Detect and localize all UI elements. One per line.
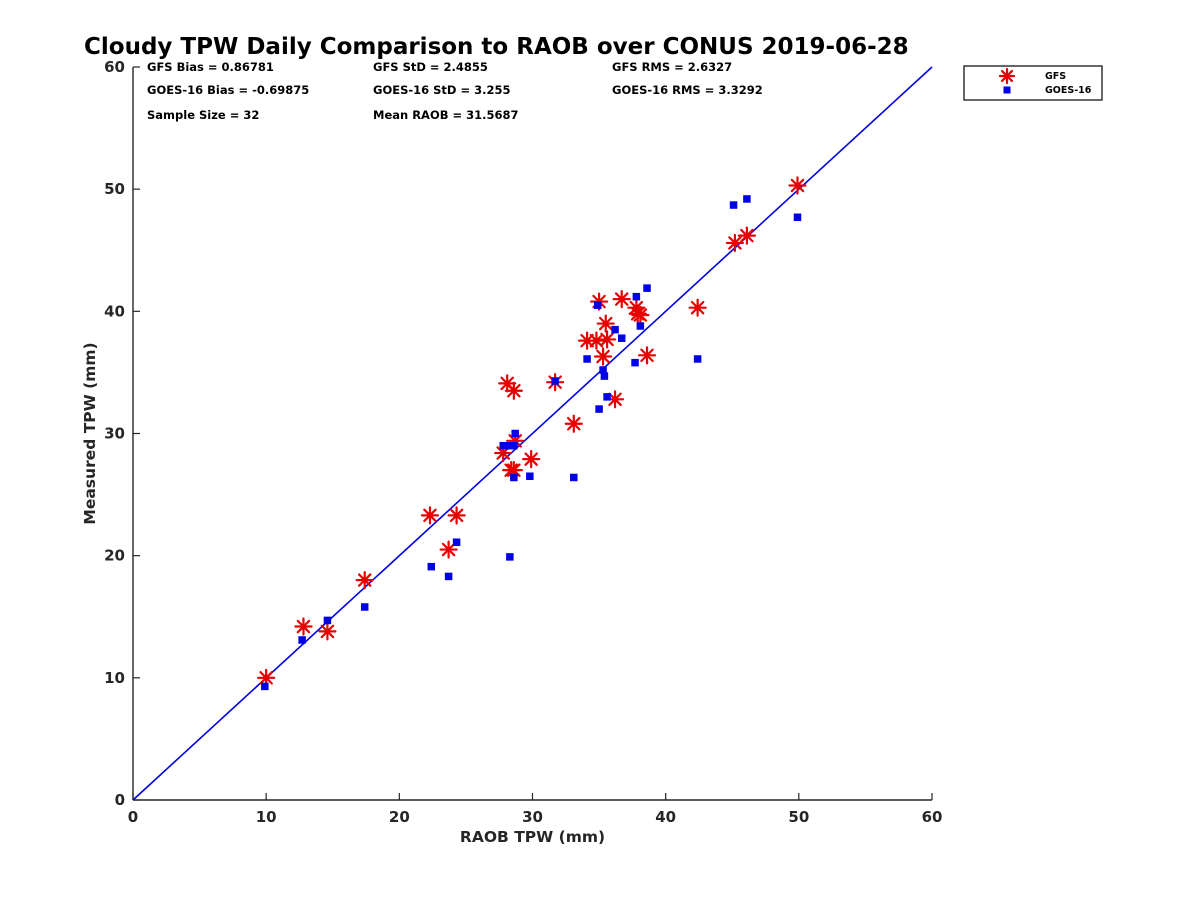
goes-16-point: [551, 377, 559, 385]
x-tick-label: 0: [128, 808, 138, 826]
x-axis-label: RAOB TPW (mm): [460, 828, 605, 846]
goes-16-point: [603, 393, 611, 401]
goes-16-point: [743, 195, 751, 203]
one-to-one-line: [132, 66, 933, 801]
goes-16-point: [499, 441, 507, 450]
legend: GFS GOES-16: [963, 65, 1103, 101]
goes-16-point: [444, 572, 453, 581]
goes-16-point: [617, 334, 626, 342]
stat-gfs-rms: GFS RMS = 2.6327: [612, 60, 732, 74]
stat-goes-rms: GOES-16 RMS = 3.3292: [612, 83, 763, 97]
gfs-point: [294, 617, 313, 636]
goes-16-point: [595, 405, 603, 413]
x-ticks: 0 10 20 30 40 50 60: [128, 793, 943, 826]
goes-16-point: [504, 441, 513, 450]
goes-16-point: [570, 473, 578, 482]
goes-16-point: [729, 201, 738, 209]
goes-16-point: [323, 616, 332, 625]
legend-goes-16-square: [1003, 86, 1011, 94]
gfs-point: [737, 226, 756, 245]
legend-marker-gfs: [998, 67, 1016, 85]
legend-label-goes-16: GOES-16: [1045, 85, 1092, 96]
stat-mean-raob: Mean RAOB = 31.5687: [373, 108, 519, 122]
stats-block: GFS Bias = 0.86781 GFS StD = 2.4855 GFS …: [147, 60, 763, 122]
x-tick-label: 60: [922, 808, 943, 826]
x-tick-label: 40: [655, 808, 676, 826]
series-goes-16: [261, 195, 802, 691]
stat-sample-size: Sample Size = 32: [147, 108, 259, 122]
stat-gfs-bias: GFS Bias = 0.86781: [147, 60, 274, 74]
gfs-point: [439, 540, 458, 559]
y-tick-label: 40: [104, 302, 125, 320]
goes-16-point: [506, 553, 514, 561]
gfs-point: [597, 330, 617, 349]
gfs-point: [612, 290, 631, 309]
goes-16-point: [510, 473, 518, 482]
gfs-point: [688, 298, 707, 317]
goes-16-point: [510, 441, 518, 450]
goes-16-point: [631, 358, 639, 367]
gfs-point: [564, 414, 583, 433]
gfs-point: [631, 305, 650, 325]
goes-16-point: [511, 429, 519, 438]
goes-16-point: [526, 472, 534, 481]
legend-box: [963, 65, 1103, 101]
goes-16-point: [427, 562, 436, 571]
goes-16-point: [611, 325, 619, 334]
gfs-point: [420, 506, 440, 525]
stat-goes-bias: GOES-16 Bias = -0.69875: [147, 83, 309, 97]
y-tick-label: 60: [104, 58, 125, 76]
axes: 0 10 20 30 40 50 60 0 10 20 30 40 50 60: [104, 58, 942, 826]
x-tick-label: 20: [389, 808, 410, 826]
goes-16-point: [600, 372, 609, 380]
gfs-point: [447, 506, 466, 525]
gfs-point: [725, 233, 745, 253]
goes-16-point: [452, 538, 461, 546]
goes-16-point: [261, 682, 269, 691]
y-tick-label: 30: [104, 425, 125, 443]
gfs-point: [637, 346, 657, 365]
gfs-point: [504, 461, 523, 480]
goes-16-point: [632, 292, 641, 301]
series-gfs: [257, 176, 807, 687]
legend-gfs-asterisk: [998, 67, 1016, 85]
y-ticks: 0 10 20 30 40 50 60: [104, 58, 140, 809]
goes-16-point: [793, 213, 802, 222]
x-tick-label: 30: [522, 808, 543, 826]
goes-16-point: [693, 355, 702, 363]
gfs-point: [318, 622, 337, 641]
goes-16-point: [636, 322, 645, 330]
goes-16-point: [360, 603, 369, 611]
y-tick-label: 10: [104, 669, 125, 687]
goes-16-point: [643, 284, 651, 292]
stat-goes-std: GOES-16 StD = 3.255: [373, 83, 510, 97]
legend-label-gfs: GFS: [1045, 71, 1066, 82]
gfs-point: [504, 381, 523, 400]
gfs-point: [593, 347, 613, 366]
goes-16-point: [594, 301, 602, 309]
goes-16-point: [583, 355, 591, 363]
goes-16-point: [298, 636, 306, 644]
y-tick-label: 0: [115, 791, 125, 809]
x-tick-label: 10: [256, 808, 277, 826]
legend-marker-goes-16: [1003, 86, 1011, 94]
gfs-point: [522, 450, 541, 469]
y-tick-label: 50: [104, 180, 125, 198]
x-tick-label: 50: [788, 808, 809, 826]
gfs-point: [788, 176, 807, 195]
y-tick-label: 20: [104, 547, 125, 565]
goes-16-point: [599, 366, 607, 374]
gfs-point: [596, 314, 615, 333]
stat-gfs-std: GFS StD = 2.4855: [373, 60, 488, 74]
y-axis-label: Measured TPW (mm): [81, 342, 99, 524]
gfs-point: [355, 570, 374, 590]
gfs-point: [587, 331, 606, 350]
chart-title: Cloudy TPW Daily Comparison to RAOB over…: [84, 34, 909, 60]
